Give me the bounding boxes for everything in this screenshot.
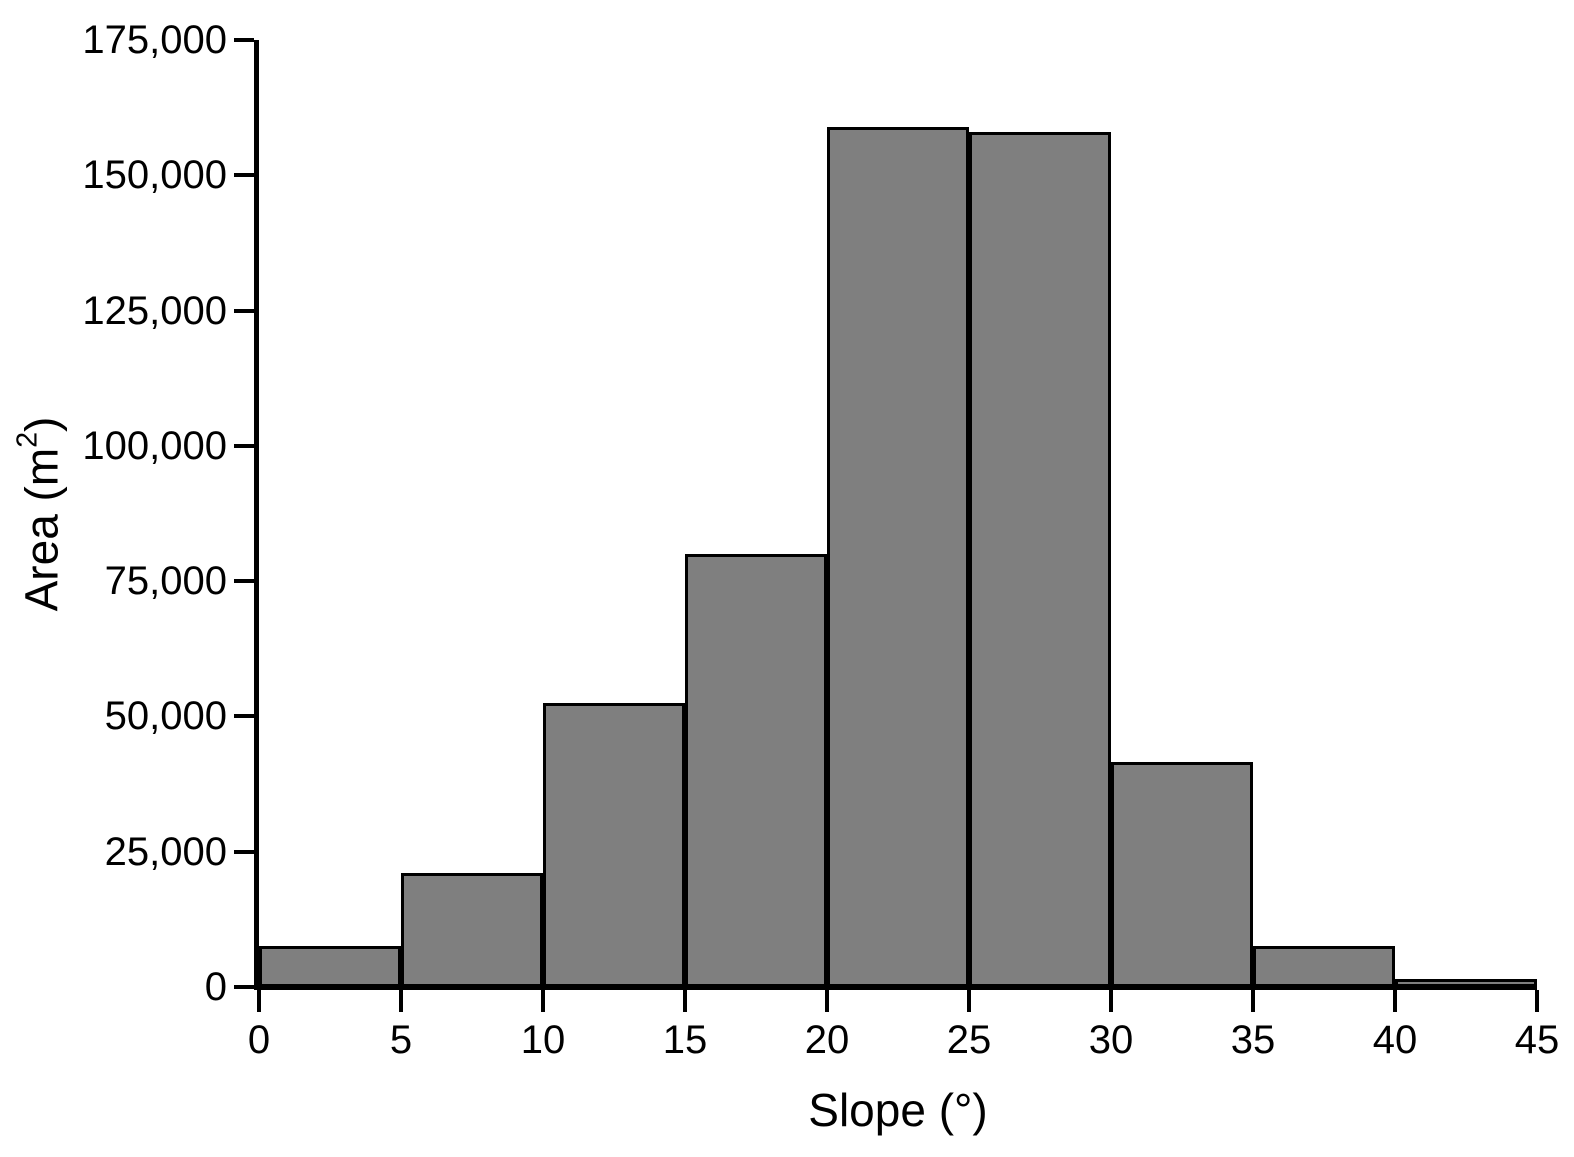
x-tick-label: 30 — [1088, 1018, 1134, 1062]
y-tick-label: 50,000 — [104, 694, 227, 739]
x-tick — [967, 990, 971, 1012]
x-tick-label: 35 — [1230, 1018, 1276, 1062]
x-axis-line — [254, 985, 1537, 990]
y-tick-label: 0 — [204, 965, 227, 1009]
y-tick-label: 75,000 — [104, 559, 227, 604]
histogram-bar-35-40 — [1253, 946, 1395, 987]
x-tick — [399, 990, 403, 1012]
x-tick-label: 40 — [1372, 1018, 1418, 1062]
histogram-bar-25-30 — [969, 132, 1111, 987]
histogram-bar-20-25 — [827, 126, 969, 987]
y-axis-title-suffix: ) — [15, 416, 68, 432]
histogram-bar-10-15 — [543, 702, 685, 987]
x-tick-label: 10 — [520, 1018, 566, 1062]
y-tick — [234, 38, 254, 42]
histogram-bar-5-10 — [401, 873, 543, 987]
y-tick-label: 125,000 — [82, 288, 227, 333]
x-tick — [1251, 990, 1255, 1012]
y-tick — [234, 443, 254, 448]
x-tick — [683, 990, 687, 1012]
histogram-bar-0-5 — [259, 946, 401, 987]
y-tick-label: 25,000 — [104, 829, 227, 874]
y-axis-title-superscript: 2 — [12, 431, 45, 448]
x-tick — [541, 990, 545, 1012]
histogram-bar-30-35 — [1111, 762, 1253, 987]
x-tick-label: 25 — [946, 1018, 992, 1062]
x-tick — [1535, 990, 1539, 1012]
y-axis-title: Area (m2) — [12, 416, 68, 612]
y-tick — [234, 849, 254, 854]
x-tick-label: 20 — [804, 1018, 850, 1062]
x-axis-title: Slope (°) — [808, 1085, 987, 1136]
y-tick — [234, 985, 254, 989]
y-tick — [234, 173, 254, 178]
y-tick — [234, 714, 254, 719]
x-tick — [825, 990, 829, 1012]
histogram-bar-15-20 — [685, 554, 827, 987]
x-tick-label: 5 — [389, 1018, 413, 1062]
y-axis-title-prefix: Area (m — [15, 447, 68, 612]
x-tick-label: 15 — [662, 1018, 708, 1062]
y-axis-line — [254, 40, 259, 990]
y-tick — [234, 579, 254, 584]
x-tick-label: 0 — [247, 1018, 271, 1062]
y-tick-label: 150,000 — [82, 153, 227, 198]
y-tick — [234, 308, 254, 313]
x-tick — [1109, 990, 1113, 1012]
x-tick-label: 45 — [1514, 1018, 1560, 1062]
plot-area: Slope (°) 0 25,000 50,000 75,000 100,000 125,… — [82, 20, 1559, 1135]
y-tick-label: 100,000 — [82, 423, 227, 468]
x-tick — [257, 990, 261, 1012]
y-tick-label: 175,000 — [82, 18, 227, 62]
x-tick — [1393, 990, 1397, 1012]
x-axis-title-text: Slope (°) — [808, 1084, 988, 1136]
